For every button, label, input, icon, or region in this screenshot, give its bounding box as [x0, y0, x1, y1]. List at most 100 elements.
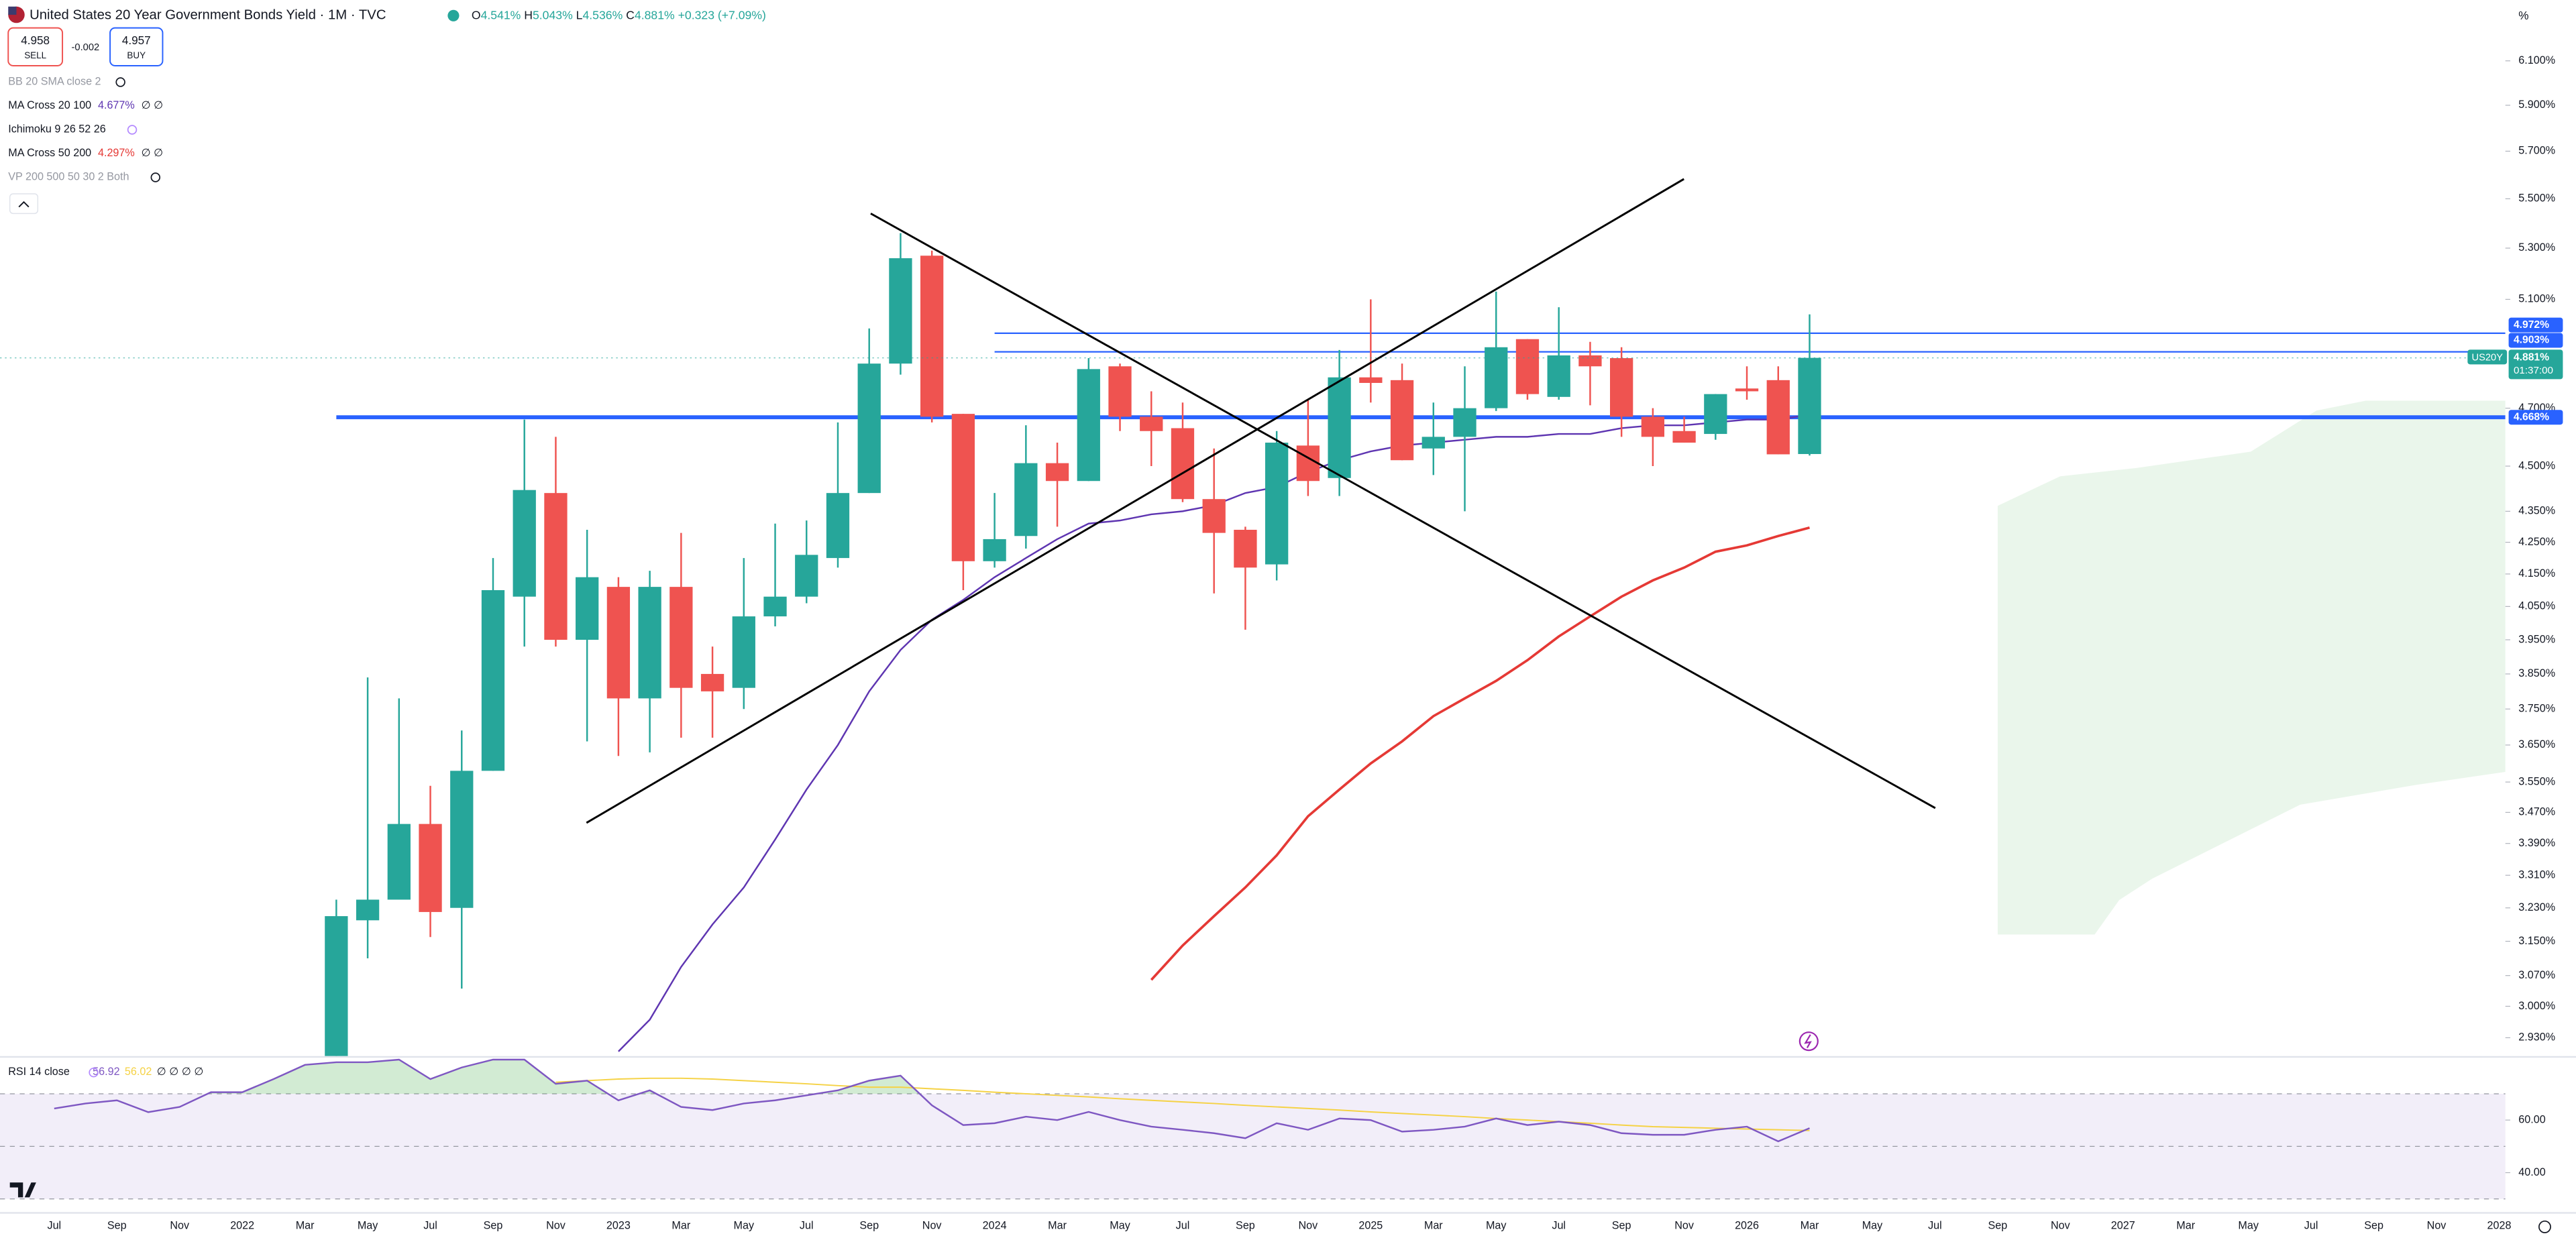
eye-icon — [115, 77, 125, 87]
indicator-name: BB 20 SMA close 2 — [8, 76, 101, 88]
x-tick-label: May — [734, 1219, 755, 1231]
candle-body — [1578, 355, 1602, 367]
indicator-name: VP 200 500 50 30 2 Both — [8, 171, 129, 183]
candle-body — [1014, 463, 1038, 537]
candle-body — [1234, 529, 1257, 568]
rsi-line — [54, 1058, 1810, 1143]
candle-body — [1140, 416, 1163, 431]
y-tick-label: 4.250% — [2518, 536, 2555, 548]
candle-body — [1108, 366, 1132, 417]
x-tick-label: Mar — [1048, 1219, 1067, 1231]
sell-label: SELL — [24, 50, 46, 60]
x-tick-label: Jul — [2304, 1219, 2318, 1231]
x-tick-label: Nov — [2427, 1219, 2447, 1231]
candle-body — [1798, 357, 1821, 455]
trend-line[interactable] — [586, 178, 1684, 824]
sell-button[interactable] — [7, 27, 64, 66]
candle-body — [387, 824, 411, 900]
y-tick-label: 4.050% — [2518, 600, 2555, 612]
sell-price: 4.958 — [21, 34, 50, 47]
rsi-pane — [0, 1058, 2506, 1200]
x-tick-label: May — [2238, 1219, 2259, 1231]
x-tick-label: Sep — [484, 1219, 503, 1231]
x-tick-label: Mar — [1424, 1219, 1443, 1231]
candle-body — [1045, 463, 1069, 482]
y-tick-label: 3.000% — [2518, 1000, 2555, 1012]
x-tick-label: 2027 — [2111, 1219, 2135, 1231]
x-tick-label: Jul — [423, 1219, 437, 1231]
x-tick-label: 2023 — [606, 1219, 631, 1231]
buy-button[interactable] — [109, 27, 164, 66]
x-tick-label: Jul — [1928, 1219, 1942, 1231]
candle-body — [1077, 369, 1100, 482]
ohlc-label: H — [524, 8, 533, 21]
flag-icon — [8, 6, 17, 15]
ohlc-value: 4.536% — [582, 8, 623, 21]
ohlc-value: 4.881% — [635, 8, 675, 21]
candle-body — [544, 493, 568, 640]
indicator-legend: Ichimoku 9 26 52 26 — [8, 123, 106, 135]
candle-body — [1766, 380, 1790, 455]
countdown: 01:37:00 — [2514, 365, 2553, 376]
y-tick-label: 3.070% — [2518, 969, 2555, 981]
rsi-legend: RSI 14 close 56.92 56.02 ∅ ∅ ∅ ∅ — [8, 1066, 203, 1078]
ohlc-value: 5.043% — [533, 8, 573, 21]
y-tick-label: 3.310% — [2518, 868, 2555, 881]
rsi-ma-value: 56.02 — [125, 1066, 152, 1078]
event-icon — [1804, 1034, 1812, 1049]
x-tick-label: Mar — [296, 1219, 315, 1231]
indicator-extra: ∅ ∅ — [142, 99, 164, 111]
trend-line[interactable] — [870, 213, 1936, 809]
x-tick-label: 2028 — [2487, 1219, 2512, 1231]
settings-icon[interactable] — [2538, 1220, 2551, 1233]
candle-body — [513, 490, 536, 597]
candle-body — [1453, 408, 1477, 437]
price-line-label-bg — [2508, 410, 2563, 425]
x-tick-label: Jul — [800, 1219, 814, 1231]
y-tick-label: 5.100% — [2518, 293, 2555, 305]
x-tick-label: 2026 — [1735, 1219, 1759, 1231]
symbol-label-bg — [2467, 349, 2508, 365]
last-price-label-bg — [2508, 349, 2563, 380]
y-tick-label: 3.230% — [2518, 901, 2555, 913]
rsi-ma-line — [555, 1077, 1810, 1131]
candle-body — [889, 258, 912, 364]
ohlc: O4.541% H5.043% L4.536% C4.881% +0.323 (… — [472, 8, 766, 21]
market-status — [447, 9, 460, 21]
main-pane — [0, 233, 2506, 1056]
x-tick-label: Sep — [1988, 1219, 2007, 1231]
ohlc-value: 4.541% — [481, 8, 521, 21]
symbol-label: US20Y — [2471, 352, 2503, 363]
price-line-label-bg — [2508, 317, 2563, 333]
logo[interactable] — [9, 1182, 36, 1198]
ichimoku-cloud — [1997, 400, 2506, 935]
x-tick-label: Sep — [859, 1219, 879, 1231]
change: +0.323 (+7.09%) — [678, 8, 766, 21]
x-tick-label: Sep — [1236, 1219, 1255, 1231]
y-tick-label: 4.150% — [2518, 567, 2555, 579]
indicator-legend: MA Cross 20 100 4.677% ∅ ∅ — [8, 99, 163, 111]
y-tick-label: 3.150% — [2518, 935, 2555, 947]
candle-body — [763, 596, 787, 617]
x-tick-label: 2025 — [1358, 1219, 1383, 1231]
candle-body — [1296, 445, 1320, 482]
candle-body — [983, 539, 1006, 561]
candle-body — [732, 616, 755, 688]
x-tick-label: Nov — [1674, 1219, 1695, 1231]
y-tick-label: 5.700% — [2518, 145, 2555, 157]
rsi-extra: ∅ ∅ ∅ ∅ — [157, 1066, 204, 1078]
candle-body — [1485, 347, 1508, 408]
x-tick-label: May — [1862, 1219, 1883, 1231]
candle-body — [1265, 443, 1289, 565]
ma-line — [1150, 526, 1810, 981]
candle-body — [1641, 416, 1665, 437]
collapse-button[interactable] — [9, 193, 39, 215]
event-icon[interactable] — [1799, 1031, 1819, 1052]
axis-unit[interactable]: % — [2518, 9, 2528, 22]
x-tick-label: May — [358, 1219, 378, 1231]
y-tick-label: 3.650% — [2518, 738, 2555, 750]
last-price-label: 4.881% — [2514, 352, 2549, 363]
price-line-label-bg — [2508, 333, 2563, 348]
x-tick-label: Sep — [107, 1219, 127, 1231]
